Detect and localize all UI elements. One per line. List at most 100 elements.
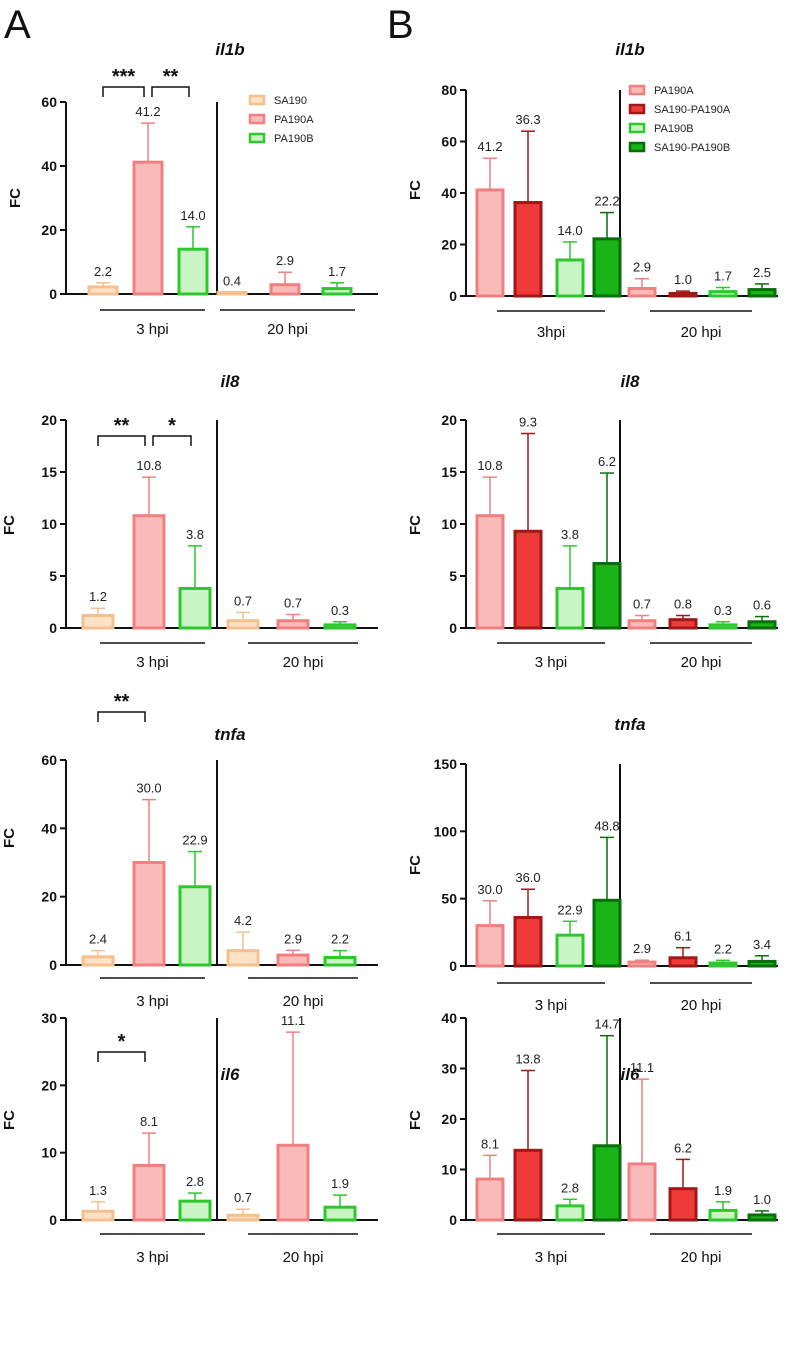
data-label: 11.1 <box>630 1060 654 1075</box>
group-label: 20 hpi <box>681 997 722 1014</box>
y-axis-label: FC <box>1 828 18 848</box>
data-label: 3.8 <box>561 527 579 542</box>
y-tick-label: 0 <box>449 1212 457 1228</box>
y-axis-label: FC <box>407 180 424 200</box>
data-label: 8.1 <box>481 1136 499 1151</box>
bar-pa190b <box>178 885 212 967</box>
bar-pa190a <box>627 287 657 298</box>
group-label: 3 hpi <box>136 321 169 338</box>
data-label: 1.2 <box>89 589 107 604</box>
legend-swatch <box>628 141 646 153</box>
y-tick-label: 20 <box>441 1111 457 1127</box>
chart-a-il1b: il1b FC 0 20 40 60 2.2 41.2 14.0 0.4 2.9 1.7 3 hpi 20… <box>7 40 378 338</box>
significance-bracket <box>97 1051 146 1062</box>
bar-sa190-pa190a <box>668 1187 698 1222</box>
bar-sa190-pa190b <box>747 959 777 968</box>
bar-sa190-pa190b <box>592 562 622 630</box>
bar-sa190 <box>81 955 115 967</box>
bar-pa190b <box>708 961 738 968</box>
y-tick-label: 80 <box>441 82 457 98</box>
legend-swatch <box>628 84 646 96</box>
data-label: 2.5 <box>753 265 771 280</box>
data-label: 22.2 <box>594 194 619 209</box>
bar-pa190b <box>555 933 585 968</box>
bar-sa190-pa190a <box>668 956 698 968</box>
bar-pa190b <box>323 623 357 630</box>
data-label: 8.1 <box>140 1114 158 1129</box>
bar-sa190-pa190b <box>592 237 622 298</box>
significance-label: * <box>118 1031 126 1053</box>
bar-pa190a <box>627 1162 657 1222</box>
y-tick-label: 15 <box>441 464 457 480</box>
bar-pa190a <box>132 160 164 296</box>
y-tick-label: 20 <box>41 222 57 238</box>
y-tick-label: 40 <box>441 1010 457 1026</box>
data-label: 9.3 <box>519 415 537 430</box>
bar-sa190-pa190a <box>513 529 543 630</box>
data-label: 0.7 <box>234 593 252 608</box>
group-label: 20 hpi <box>681 324 722 341</box>
chart-title: il1b <box>215 40 244 59</box>
bar-pa190b <box>178 586 212 630</box>
y-axis-label: FC <box>1 1110 18 1130</box>
bar-sa190 <box>226 619 260 630</box>
bar-sa190-pa190b <box>747 620 777 630</box>
data-label: 0.7 <box>234 1190 252 1205</box>
legend-label: PA190B <box>274 133 314 145</box>
data-label: 30.0 <box>136 781 161 796</box>
significance-bracket <box>102 86 145 97</box>
group-label: 20 hpi <box>283 654 324 671</box>
bar-pa190a <box>475 188 505 298</box>
bar-pa190b <box>555 586 585 630</box>
bar-sa190-pa190a <box>668 618 698 630</box>
data-label: 2.8 <box>561 1180 579 1195</box>
panel-label-a: A <box>4 3 31 47</box>
group-label: 3 hpi <box>136 993 169 1010</box>
data-label: 0.7 <box>633 597 651 612</box>
y-tick-label: 40 <box>441 185 457 201</box>
chart-a-tnfa: tnfa FC 0 20 40 60 2.4 30.0 22.9 4.2 2.9 2.2 3 hpi 20… <box>1 691 378 1010</box>
group-label: 20 hpi <box>283 993 324 1010</box>
y-axis-label: FC <box>1 515 18 535</box>
y-tick-label: 0 <box>449 620 457 636</box>
significance-label: ** <box>114 691 130 713</box>
bar-sa190-pa190b <box>747 1213 777 1222</box>
bar-pa190a <box>276 1143 310 1222</box>
data-label: 6.1 <box>674 929 692 944</box>
chart-b-il8: il8 FC 0 5 10 15 20 10.8 9.3 3.8 6.2 0.7 0.8 0.3 0.6 3 … <box>407 372 778 671</box>
bar-pa190b <box>555 1204 585 1222</box>
bar-pa190b <box>177 247 209 296</box>
data-label: 4.2 <box>234 913 252 928</box>
chart-a-il8: il8 FC 0 5 10 15 20 1.2 10.8 3.8 0.7 0.7 0.3 3 hpi 20 … <box>1 372 378 671</box>
bar-sa190-pa190a <box>668 291 698 298</box>
significance-label: ** <box>163 66 179 88</box>
panel-label-b: B <box>387 3 414 47</box>
bar-sa190 <box>87 285 119 296</box>
y-tick-label: 0 <box>49 1212 57 1228</box>
data-label: 1.7 <box>714 269 732 284</box>
y-tick-label: 100 <box>434 823 458 839</box>
data-label: 22.9 <box>182 833 207 848</box>
y-tick-label: 0 <box>49 286 57 302</box>
y-tick-label: 10 <box>41 516 57 532</box>
data-label: 1.0 <box>674 272 692 287</box>
chart-b-tnfa: tnfa FC 0 50 100 150 30.0 36.0 22.9 48.8 2.9 6.1 2.2… <box>407 715 778 1014</box>
data-label: 22.9 <box>557 902 582 917</box>
legend-label: PA190B <box>654 123 694 135</box>
data-label: 6.2 <box>598 454 616 469</box>
legend-label: SA190-PA190A <box>654 104 731 116</box>
y-tick-label: 10 <box>441 516 457 532</box>
y-tick-label: 40 <box>41 158 57 174</box>
data-label: 41.2 <box>135 104 160 119</box>
group-label: 20 hpi <box>267 321 308 338</box>
bar-pa190a <box>627 619 657 630</box>
data-label: 10.8 <box>136 458 161 473</box>
y-tick-label: 60 <box>441 134 457 150</box>
y-tick-label: 10 <box>441 1162 457 1178</box>
bar-sa190 <box>81 614 115 630</box>
legend-swatch <box>628 122 646 134</box>
data-label: 36.0 <box>515 870 540 885</box>
data-label: 0.6 <box>753 598 771 613</box>
bar-pa190b <box>323 1205 357 1222</box>
bar-sa190-pa190b <box>592 898 622 968</box>
